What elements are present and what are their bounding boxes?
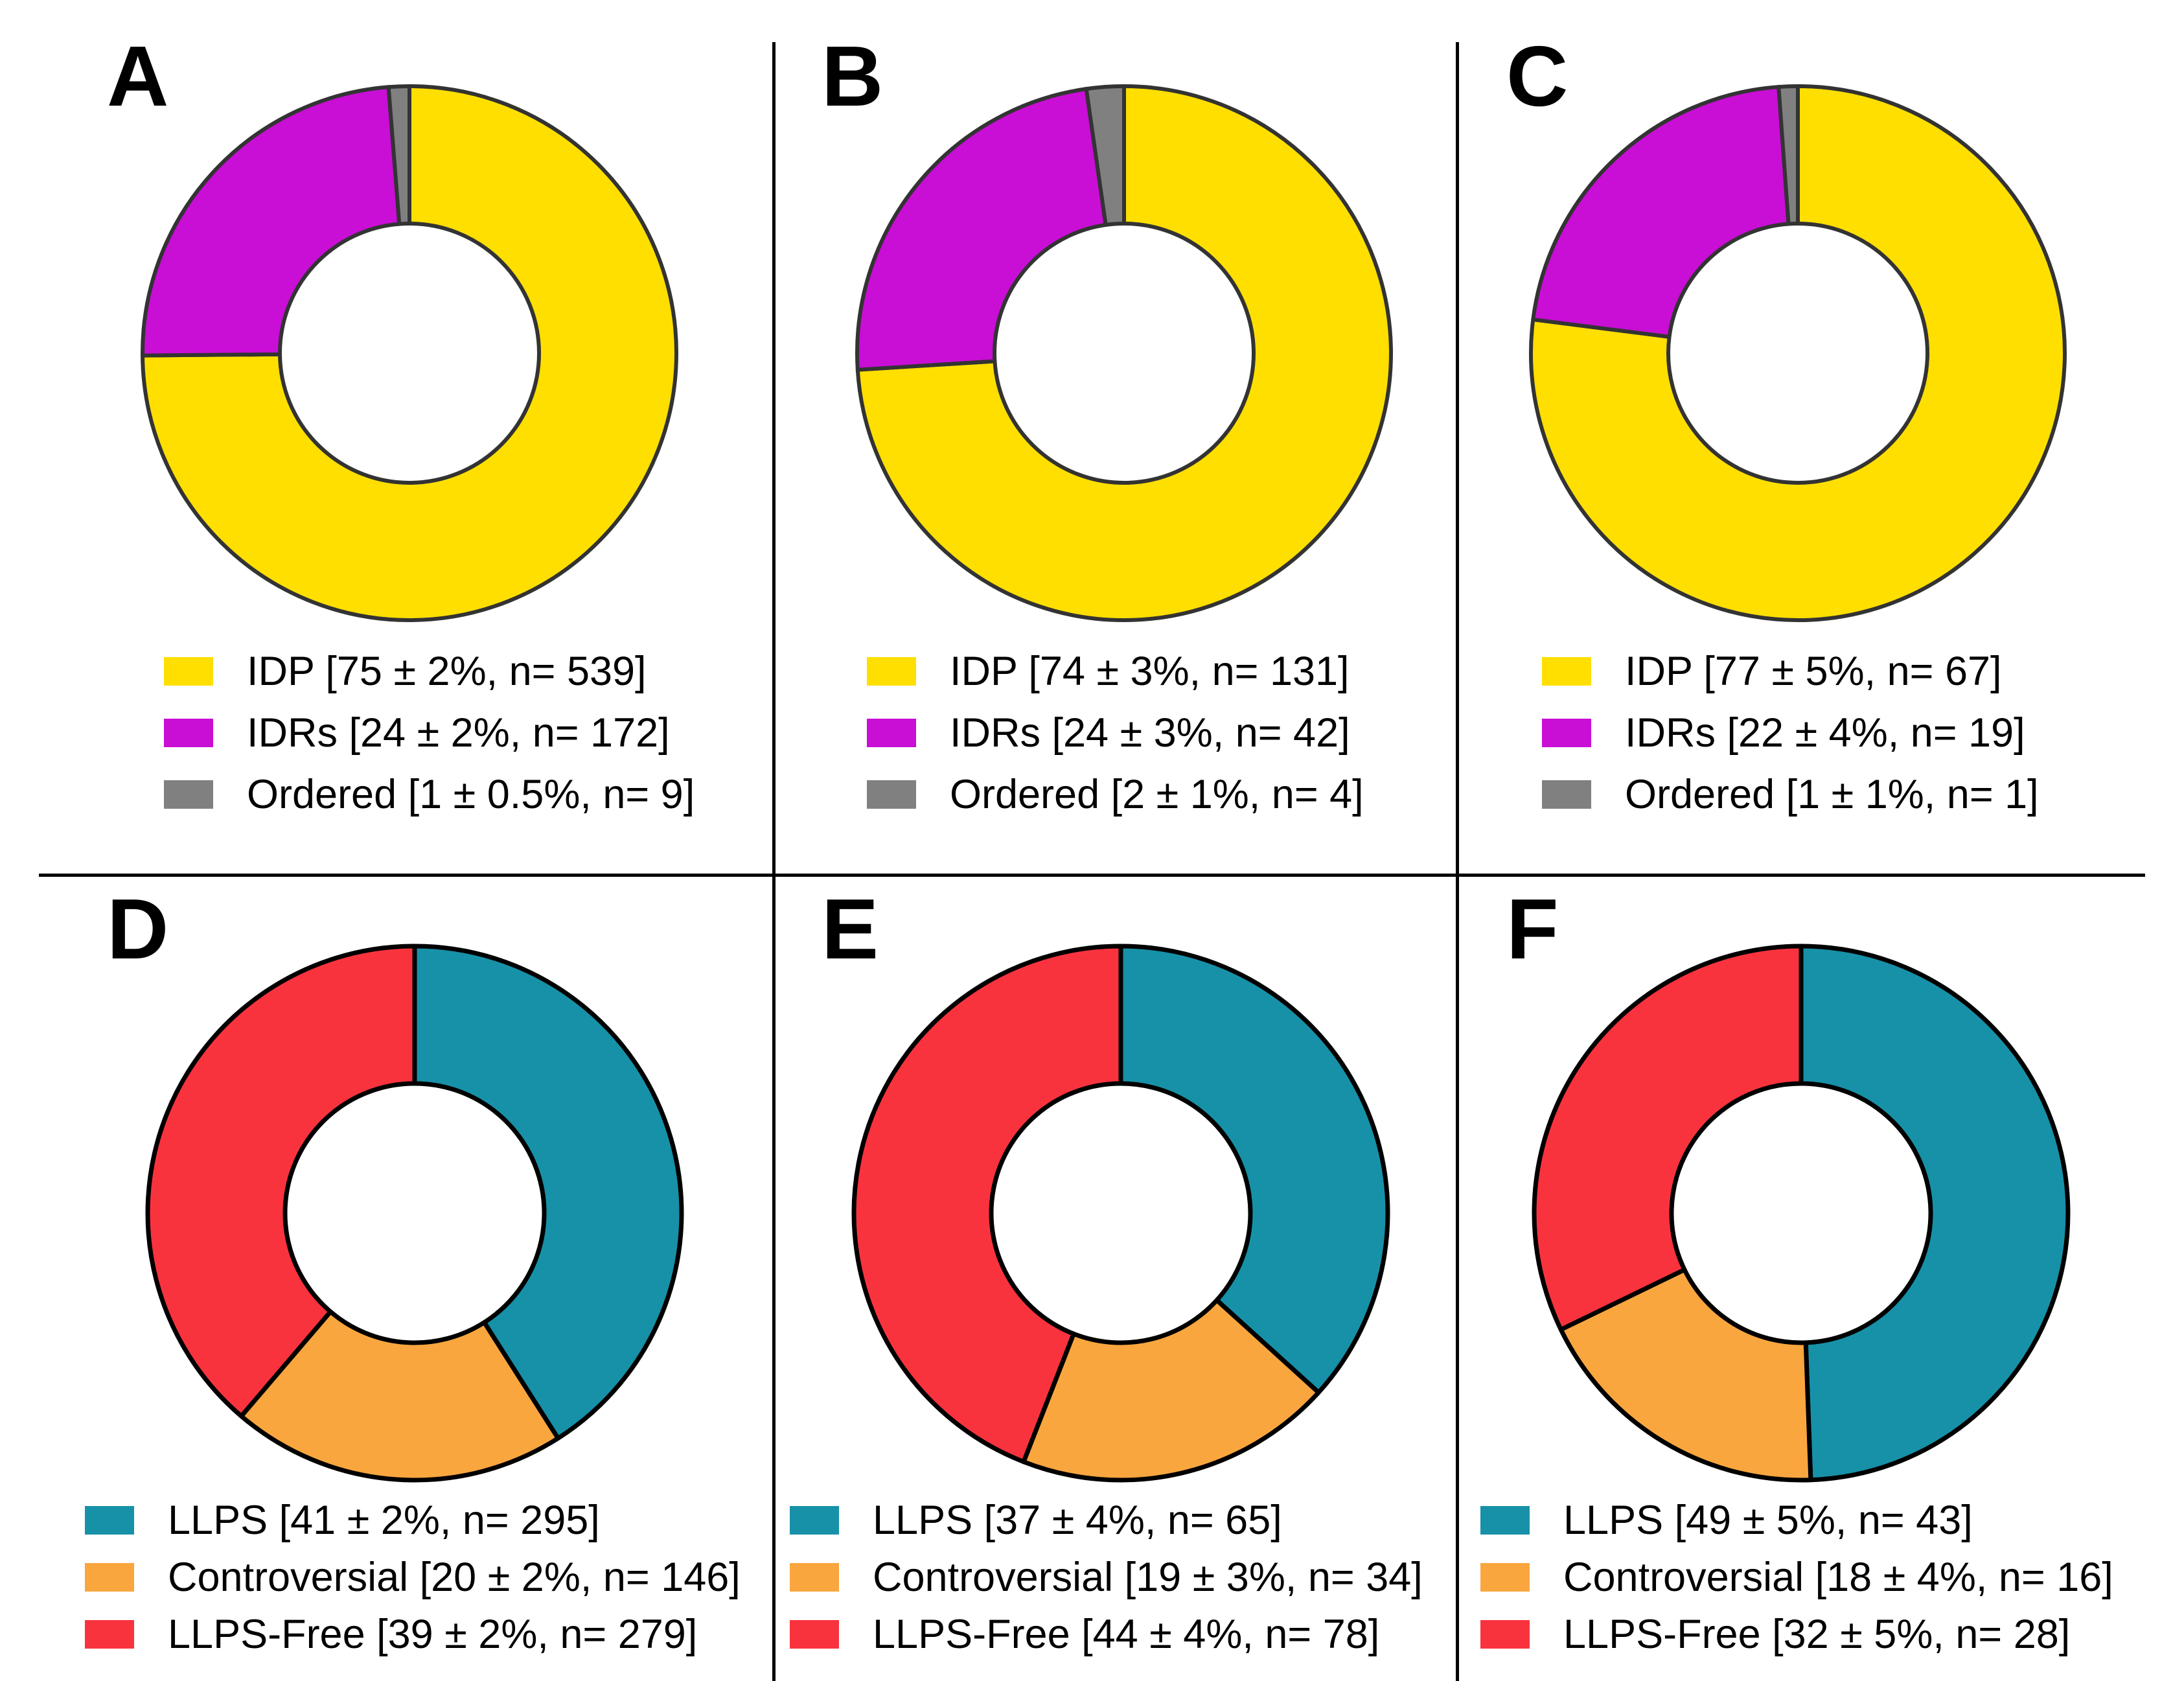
legend-label-E-LLPS-Free: LLPS-Free [44 ± 4%, n= 78] (873, 1611, 1380, 1657)
slice-C-Ordered (1776, 84, 1800, 226)
legend-swatch-C-IDRs (1542, 719, 1591, 747)
legend-swatch-E-Controversial (790, 1563, 839, 1592)
slice-E-LLPS-Free (851, 944, 1123, 1465)
panel-label-B: B (822, 29, 884, 124)
legend-swatch-F-LLPS (1480, 1506, 1530, 1535)
legend-swatch-C-IDP (1542, 657, 1591, 686)
legend-row-A-IDRs: IDRs [24 ± 2%, n= 172] (164, 710, 670, 756)
legend-row-B-IDRs: IDRs [24 ± 3%, n= 42] (867, 710, 1350, 756)
donut-chart-B (855, 84, 1393, 622)
legend-label-A-Ordered: Ordered [1 ± 0.5%, n= 9] (247, 771, 695, 817)
legend-label-A-IDP: IDP [75 ± 2%, n= 539] (247, 648, 647, 694)
slice-D-LLPS-Free (145, 944, 417, 1419)
slice-A-IDP (141, 84, 678, 622)
legend-swatch-A-Ordered (164, 780, 213, 809)
legend-label-F-LLPS: LLPS [49 ± 5%, n= 43] (1563, 1497, 1973, 1543)
legend-label-F-Controversial: Controversial [18 ± 4%, n= 16] (1563, 1554, 2113, 1600)
panel-label-C: C (1506, 29, 1569, 124)
legend-swatch-A-IDP (164, 657, 213, 686)
legend-label-D-LLPS-Free: LLPS-Free [39 ± 2%, n= 279] (168, 1611, 698, 1657)
legend-label-D-LLPS: LLPS [41 ± 2%, n= 295] (168, 1497, 600, 1543)
divider-horizontal (39, 874, 2145, 877)
donut-chart-A (141, 84, 678, 622)
legend-swatch-B-IDP (867, 657, 916, 686)
legend-row-D-LLPS: LLPS [41 ± 2%, n= 295] (85, 1497, 600, 1543)
legend-label-B-IDRs: IDRs [24 ± 3%, n= 42] (950, 710, 1350, 756)
slice-E-Controversial (1021, 1297, 1321, 1483)
legend-swatch-B-Ordered (867, 780, 916, 809)
legend-row-C-IDRs: IDRs [22 ± 4%, n= 19] (1542, 710, 2025, 756)
divider-vertical-left (772, 42, 776, 1681)
legend-row-E-LLPS: LLPS [37 ± 4%, n= 65] (790, 1497, 1282, 1543)
legend-label-C-IDRs: IDRs [22 ± 4%, n= 19] (1625, 710, 2025, 756)
legend-row-D-Controversial: Controversial [20 ± 2%, n= 146] (85, 1554, 741, 1600)
legend-swatch-E-LLPS-Free (790, 1620, 839, 1649)
slice-B-IDP (855, 84, 1393, 622)
legend-label-B-IDP: IDP [74 ± 3%, n= 131] (950, 648, 1350, 694)
donut-chart-F (1532, 944, 2071, 1483)
donut-chart-E (851, 944, 1390, 1483)
legend-label-C-IDP: IDP [77 ± 5%, n= 67] (1625, 648, 2002, 694)
divider-vertical-right (1456, 42, 1459, 1681)
panel-label-D: D (107, 881, 169, 977)
legend-label-B-Ordered: Ordered [2 ± 1%, n= 4] (950, 771, 1364, 817)
legend-label-A-IDRs: IDRs [24 ± 2%, n= 172] (247, 710, 670, 756)
slice-E-LLPS (1118, 944, 1390, 1395)
slice-C-IDP (1529, 84, 2067, 622)
legend-label-E-Controversial: Controversial [19 ± 3%, n= 34] (873, 1554, 1423, 1600)
legend-row-F-Controversial: Controversial [18 ± 4%, n= 16] (1480, 1554, 2113, 1600)
legend-label-D-Controversial: Controversial [20 ± 2%, n= 146] (168, 1554, 741, 1600)
legend-label-E-LLPS: LLPS [37 ± 4%, n= 65] (873, 1497, 1282, 1543)
slice-B-Ordered (1084, 84, 1126, 227)
legend-swatch-C-Ordered (1542, 780, 1591, 809)
slice-D-Controversial (238, 1309, 560, 1483)
legend-label-F-LLPS-Free: LLPS-Free [32 ± 5%, n= 28] (1563, 1611, 2071, 1657)
legend-row-F-LLPS: LLPS [49 ± 5%, n= 43] (1480, 1497, 1973, 1543)
donut-chart-C (1529, 84, 2067, 622)
legend-label-C-Ordered: Ordered [1 ± 1%, n= 1] (1625, 771, 2039, 817)
legend-swatch-B-IDRs (867, 719, 916, 747)
legend-swatch-F-LLPS-Free (1480, 1620, 1530, 1649)
legend-row-F-LLPS-Free: LLPS-Free [32 ± 5%, n= 28] (1480, 1611, 2071, 1657)
legend-row-C-IDP: IDP [77 ± 5%, n= 67] (1542, 648, 2002, 694)
legend-row-C-Ordered: Ordered [1 ± 1%, n= 1] (1542, 771, 2039, 817)
slice-B-IDRs (855, 87, 1108, 372)
slice-F-Controversial (1558, 1267, 1813, 1483)
legend-row-B-Ordered: Ordered [2 ± 1%, n= 4] (867, 771, 1364, 817)
legend-swatch-A-IDRs (164, 719, 213, 747)
legend-row-D-LLPS-Free: LLPS-Free [39 ± 2%, n= 279] (85, 1611, 698, 1657)
legend-row-E-LLPS-Free: LLPS-Free [44 ± 4%, n= 78] (790, 1611, 1380, 1657)
legend-row-E-Controversial: Controversial [19 ± 3%, n= 34] (790, 1554, 1423, 1600)
panel-label-A: A (107, 29, 169, 124)
slice-F-LLPS (1799, 944, 2071, 1483)
panel-label-E: E (822, 881, 879, 977)
slice-C-IDRs (1531, 85, 1791, 339)
slice-F-LLPS-Free (1532, 944, 1804, 1332)
legend-swatch-D-Controversial (85, 1563, 134, 1592)
legend-row-B-IDP: IDP [74 ± 3%, n= 131] (867, 648, 1350, 694)
legend-row-A-IDP: IDP [75 ± 2%, n= 539] (164, 648, 647, 694)
panel-label-F: F (1506, 881, 1559, 977)
legend-row-A-Ordered: Ordered [1 ± 0.5%, n= 9] (164, 771, 695, 817)
legend-swatch-F-Controversial (1480, 1563, 1530, 1592)
slice-A-IDRs (141, 85, 402, 358)
legend-swatch-D-LLPS (85, 1506, 134, 1535)
donut-chart-D (145, 944, 684, 1483)
legend-swatch-E-LLPS (790, 1506, 839, 1535)
slice-A-Ordered (386, 84, 411, 226)
legend-swatch-D-LLPS-Free (85, 1620, 134, 1649)
slice-D-LLPS (412, 944, 684, 1441)
